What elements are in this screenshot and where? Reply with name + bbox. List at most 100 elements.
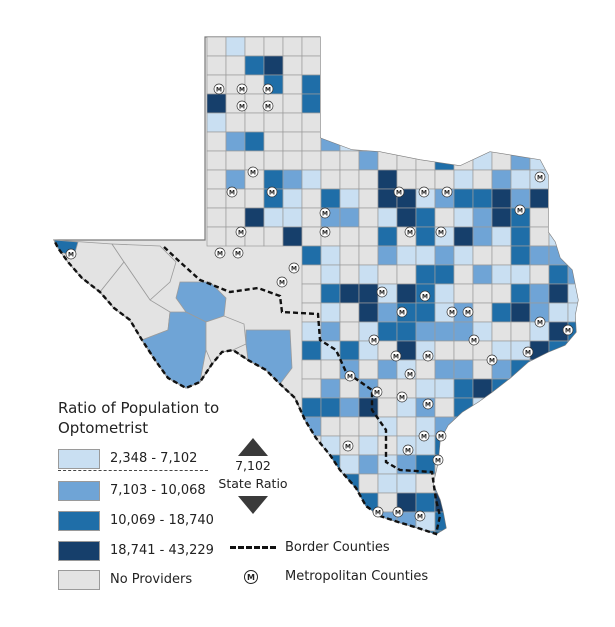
county-cell <box>491 492 512 513</box>
county-cell <box>225 207 246 228</box>
svg-text:M: M <box>405 448 411 455</box>
svg-text:M: M <box>322 211 328 218</box>
county-cell <box>339 302 360 323</box>
svg-text:M: M <box>565 328 571 335</box>
county-cell <box>434 37 455 57</box>
county-cell <box>529 37 550 57</box>
county-cell <box>377 473 398 494</box>
county-cell <box>358 454 379 475</box>
state-ratio-box: 7,102 State Ratio <box>218 438 288 514</box>
county-cell <box>301 74 322 95</box>
state-ratio-value: 7,102 <box>235 458 271 473</box>
metro-legend-label: Metropolitan Counties <box>285 569 429 584</box>
county-cell <box>567 340 578 361</box>
county-cell <box>377 397 398 418</box>
county-cell <box>434 131 455 152</box>
county-cell <box>263 226 284 247</box>
county-cell <box>548 93 569 114</box>
county-cell <box>320 74 341 95</box>
county-cell <box>320 340 341 361</box>
county-cell <box>548 378 569 399</box>
county-cell <box>396 169 417 190</box>
metro-marker: M <box>432 454 444 466</box>
legend-label-5: No Providers <box>110 572 193 587</box>
metro-marker: M <box>514 204 526 216</box>
county-cell <box>529 150 550 171</box>
county-cell <box>567 131 578 152</box>
county-cell <box>396 264 417 285</box>
metro-marker: M <box>371 386 383 398</box>
county-cell <box>567 492 578 513</box>
county-cell <box>396 74 417 95</box>
county-cell <box>567 112 578 133</box>
county-cell <box>434 93 455 114</box>
county-cell <box>358 245 379 266</box>
county-cell <box>453 169 474 190</box>
county-cell <box>320 416 341 437</box>
county-cell <box>453 131 474 152</box>
county-cell <box>472 188 493 209</box>
metro-marker: M <box>418 430 430 442</box>
county-cell <box>472 207 493 228</box>
county-cell <box>244 37 265 57</box>
county-cell <box>548 74 569 95</box>
county-cell <box>377 264 398 285</box>
county-cell <box>510 264 531 285</box>
svg-text:M: M <box>537 320 543 327</box>
metro-marker: M <box>214 247 226 259</box>
county-cell <box>225 150 246 171</box>
county-cell <box>434 473 455 494</box>
svg-text:M: M <box>396 190 402 197</box>
legend-title-line2: Optometrist <box>58 419 149 437</box>
county-cell <box>320 397 341 418</box>
svg-text:M: M <box>438 230 444 237</box>
county-cell <box>548 473 569 494</box>
county-cell <box>339 150 360 171</box>
county-cell <box>282 207 303 228</box>
county-cell <box>320 378 341 399</box>
county-cell <box>320 473 341 494</box>
county-cell <box>301 340 322 361</box>
county-cell <box>434 169 455 190</box>
county-cell <box>377 93 398 114</box>
county-cell <box>358 397 379 418</box>
metro-marker: M <box>276 276 288 288</box>
svg-text:M: M <box>265 87 271 94</box>
svg-text:M: M <box>422 294 428 301</box>
county-cell <box>491 302 512 323</box>
county-cell <box>434 150 455 171</box>
county-cell <box>472 55 493 76</box>
county-cell <box>510 321 531 342</box>
county-cell <box>529 397 550 418</box>
county-cell <box>434 340 455 361</box>
svg-text:M: M <box>421 434 427 441</box>
legend-label-4: 18,741 - 43,229 <box>110 543 214 558</box>
county-cell <box>396 207 417 228</box>
county-cell <box>358 283 379 304</box>
state-ratio-label: State Ratio <box>218 476 288 491</box>
county-cell <box>377 131 398 152</box>
county-cell <box>320 169 341 190</box>
county-cell <box>472 93 493 114</box>
county-cell <box>472 283 493 304</box>
county-cell <box>510 93 531 114</box>
svg-text:M: M <box>239 104 245 111</box>
county-cell <box>301 359 322 380</box>
metro-marker: M <box>402 444 414 456</box>
legend-swatch-2 <box>58 481 100 501</box>
county-cell <box>567 169 578 190</box>
county-cell <box>567 37 578 57</box>
county-cell <box>206 226 227 247</box>
metro-marker: M <box>65 248 77 260</box>
county-cell <box>510 226 531 247</box>
county-cell <box>339 283 360 304</box>
svg-text:M: M <box>435 458 441 465</box>
county-cell <box>491 397 512 418</box>
county-cell <box>510 492 531 513</box>
county-cell <box>510 131 531 152</box>
county-cell <box>529 264 550 285</box>
county-cell <box>339 264 360 285</box>
county-cell <box>358 188 379 209</box>
county-cell <box>358 359 379 380</box>
